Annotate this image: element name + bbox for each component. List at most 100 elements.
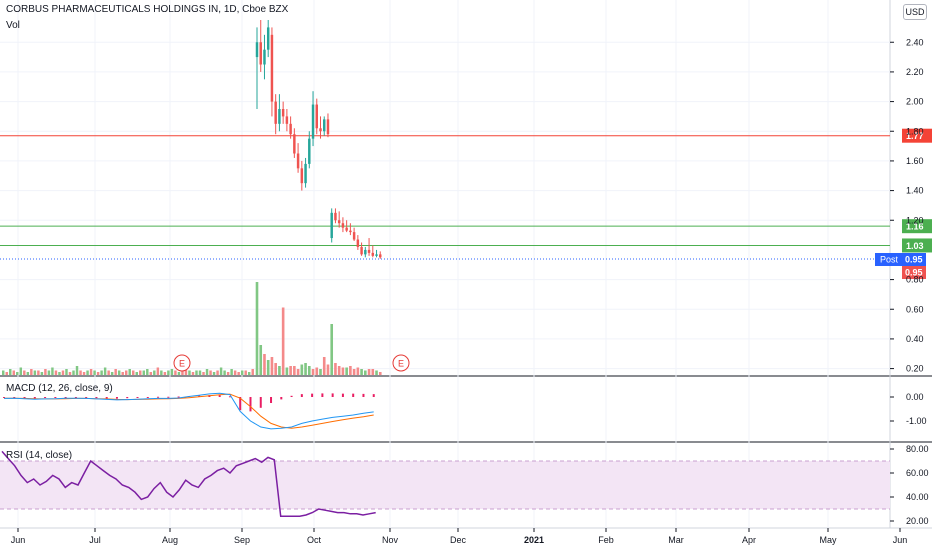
macd-histogram-bar [3, 397, 5, 398]
volume-bar [40, 372, 44, 375]
volume-bar [337, 366, 341, 375]
candle-body [341, 223, 345, 228]
volume-bar [110, 372, 114, 375]
macd-histogram-bar [85, 397, 88, 398]
volume-bar [30, 369, 33, 375]
macd-histogram-bar [341, 393, 344, 397]
volume-bar [58, 372, 61, 375]
macd-histogram-bar [136, 397, 139, 398]
volume-bar [61, 370, 65, 375]
volume-bar [349, 366, 352, 375]
macd-histogram-bar [105, 397, 108, 399]
volume-bar [107, 370, 110, 375]
candle-body [308, 138, 311, 164]
volume-bar [219, 367, 223, 375]
volume-label[interactable]: Vol [6, 20, 20, 31]
macd-histogram-bar [362, 393, 365, 397]
candle-body [323, 119, 326, 132]
symbol-title[interactable]: CORBUS PHARMACEUTICALS HOLDINGS IN, 1D, … [6, 4, 289, 15]
candle-body [281, 109, 285, 117]
price-axis-label: 1.80 [906, 126, 924, 136]
volume-bar [293, 366, 296, 375]
panes-layer [0, 0, 932, 529]
volume-bar [326, 364, 330, 375]
candle-body [263, 49, 266, 65]
volume-bar [128, 369, 131, 375]
time-axis-label: Feb [598, 535, 614, 545]
last-price-tag-label: 0.95 [905, 268, 923, 278]
price-axis-label: 2.40 [906, 37, 924, 47]
volume-layer [2, 282, 382, 375]
price-line-tag-label: 1.16 [906, 222, 924, 232]
macd-signal-line [4, 393, 374, 429]
volume-bar [96, 372, 100, 375]
volume-bar [44, 369, 47, 375]
volume-bar [278, 366, 281, 375]
candle-body [300, 168, 304, 184]
candle-body [345, 227, 348, 231]
macd-histogram-bar [239, 397, 242, 411]
candle-body [349, 230, 352, 233]
volume-bar [263, 354, 266, 375]
volume-bar [244, 370, 247, 375]
volume-bar [86, 370, 89, 375]
volume-bar [37, 370, 40, 375]
volume-bar [114, 369, 117, 375]
volume-bar [259, 345, 263, 375]
macd-histogram-bar [33, 397, 36, 399]
macd-histogram-bar [64, 397, 67, 398]
candle-body [304, 163, 307, 184]
volume-bar [51, 367, 54, 375]
volume-bar [247, 372, 251, 375]
grid-layer [0, 0, 890, 528]
volume-bar [345, 367, 348, 375]
volume-bar [191, 372, 195, 375]
volume-bar [170, 369, 174, 375]
rsi-title[interactable]: RSI (14, close) [6, 450, 73, 461]
volume-bar [156, 367, 160, 375]
volume-bar [285, 367, 289, 375]
volume-bar [330, 324, 334, 375]
macd-histogram-bar [228, 396, 231, 398]
macd-histogram-bar [198, 395, 201, 397]
volume-bar [304, 363, 307, 375]
volume-bar [149, 372, 153, 375]
candle-body [289, 123, 292, 135]
price-line-tag-label: 1.03 [906, 241, 924, 251]
macd-axis-label: -1.00 [906, 416, 927, 426]
macd-title[interactable]: MACD (12, 26, close, 9) [6, 383, 113, 394]
candle-body [311, 104, 315, 139]
macd-histogram-bar [115, 397, 118, 399]
horizontal-lines-layer[interactable]: 1.77 1.16 1.03 Post 0.95 0.95 [0, 128, 932, 279]
volume-bar [117, 370, 121, 375]
macd-histogram-bar [218, 395, 221, 397]
volume-bar [300, 364, 304, 375]
price-axis-label: 0.80 [906, 275, 924, 285]
macd-layer [3, 392, 375, 430]
time-axis-label: Jun [11, 535, 26, 545]
earnings-marker [392, 354, 410, 372]
volume-bar [251, 369, 254, 375]
rsi-axis-label: 20.00 [906, 516, 929, 526]
macd-histogram-bar [331, 393, 334, 397]
volume-bar [364, 370, 367, 375]
volume-bar [139, 370, 142, 375]
rsi-axis-label: 40.00 [906, 492, 929, 502]
time-axis-label: Jul [89, 535, 101, 545]
volume-bar [47, 370, 51, 375]
macd-histogram-bar [321, 393, 324, 397]
rsi-line [1, 450, 376, 517]
volume-bar [16, 372, 19, 375]
candle-body [319, 128, 322, 132]
currency-button[interactable]: USD [903, 4, 927, 20]
volume-bar [360, 369, 363, 375]
volume-bar [237, 372, 240, 375]
volume-bar [367, 369, 371, 375]
rsi-layer [0, 450, 890, 517]
volume-bar [5, 372, 8, 375]
earnings-marker-label: E [398, 359, 404, 369]
candle-body [293, 134, 296, 154]
